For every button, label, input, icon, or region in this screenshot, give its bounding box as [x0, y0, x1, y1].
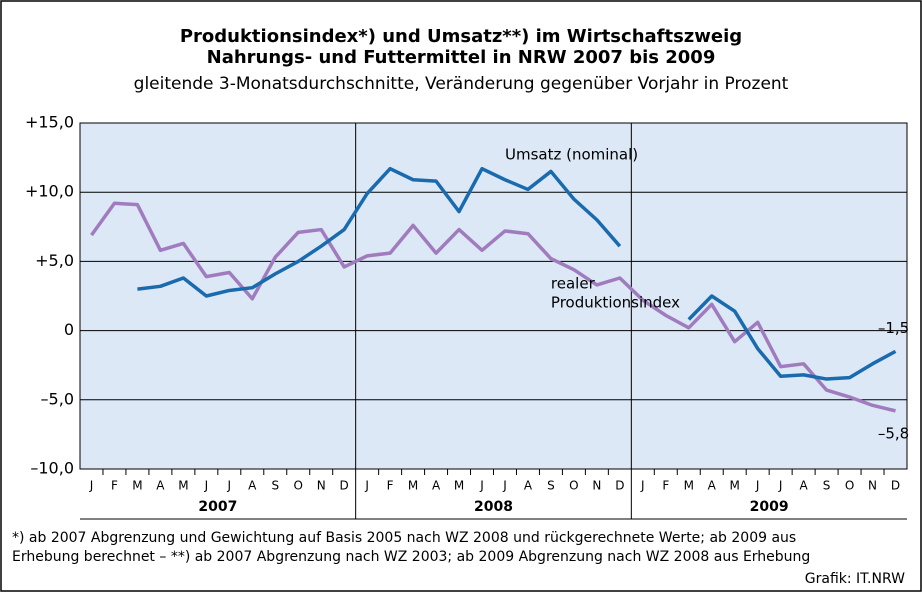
year-label: 2009 [750, 499, 789, 515]
value-label: –1,5 [878, 319, 909, 337]
x-tick-label: J [755, 479, 760, 493]
x-tick-label: A [248, 479, 257, 493]
x-tick-label: J [479, 479, 484, 493]
x-tick-label: J [364, 479, 369, 493]
chart-title: Produktionsindex*) und Umsatz**) im Wirt… [180, 26, 742, 47]
x-tick-label: J [640, 479, 645, 493]
series-label: Produktionsindex [551, 294, 680, 312]
x-tick-label: M [408, 479, 418, 493]
x-tick-label: F [111, 479, 118, 493]
x-tick-label: M [730, 479, 740, 493]
series-line [687, 294, 897, 381]
year-label: 2008 [474, 499, 513, 515]
x-tick-label: M [454, 479, 464, 493]
x-tick-label: N [592, 479, 601, 493]
x-tick-label: M [178, 479, 188, 493]
year-label: 2007 [198, 499, 237, 515]
y-tick-label: –5,0 [41, 389, 74, 408]
x-tick-label: J [502, 479, 507, 493]
x-tick-label: J [89, 479, 94, 493]
x-tick-label: S [271, 479, 279, 493]
x-tick-label: A [524, 479, 533, 493]
x-tick-label: J [204, 479, 209, 493]
x-tick-label: J [227, 479, 232, 493]
footnote: *) ab 2007 Abgrenzung und Gewichtung auf… [12, 530, 796, 546]
x-tick-label: M [684, 479, 694, 493]
x-tick-label: F [387, 479, 394, 493]
series-line [137, 166, 622, 298]
x-tick-label: S [823, 479, 831, 493]
x-tick-label: A [708, 479, 717, 493]
x-tick-label: D [891, 479, 900, 493]
series-label: Umsatz (nominal) [505, 146, 638, 164]
x-tick-label: D [340, 479, 349, 493]
y-tick-label: 0 [64, 320, 74, 339]
credit: Grafik: IT.NRW [805, 571, 905, 587]
y-tick-label: +10,0 [25, 182, 74, 201]
x-tick-label: A [156, 479, 165, 493]
x-tick-label: A [432, 479, 441, 493]
plot-frame [79, 122, 908, 470]
x-tick-label: O [845, 479, 854, 493]
chart-title: Nahrungs- und Futtermittel in NRW 2007 b… [207, 47, 716, 68]
x-tick-label: O [569, 479, 578, 493]
series-label: realer [551, 275, 596, 293]
series-line [90, 201, 896, 413]
plot-background [80, 123, 907, 469]
y-tick-label: +15,0 [25, 113, 74, 132]
chart-subtitle: gleitende 3-Monatsdurchschnitte, Verände… [134, 74, 789, 94]
x-tick-label: M [132, 479, 142, 493]
footnote: Erhebung berechnet – **) ab 2007 Abgrenz… [12, 549, 810, 565]
x-tick-label: F [662, 479, 669, 493]
x-tick-label: N [868, 479, 877, 493]
x-tick-label: D [615, 479, 624, 493]
value-label: –5,8 [878, 424, 909, 442]
y-tick-label: –10,0 [30, 459, 74, 478]
x-tick-label: N [317, 479, 326, 493]
x-tick-label: A [800, 479, 809, 493]
y-tick-label: +5,0 [35, 251, 74, 270]
x-tick-label: O [294, 479, 303, 493]
x-tick-label: S [547, 479, 555, 493]
x-tick-label: J [778, 479, 783, 493]
